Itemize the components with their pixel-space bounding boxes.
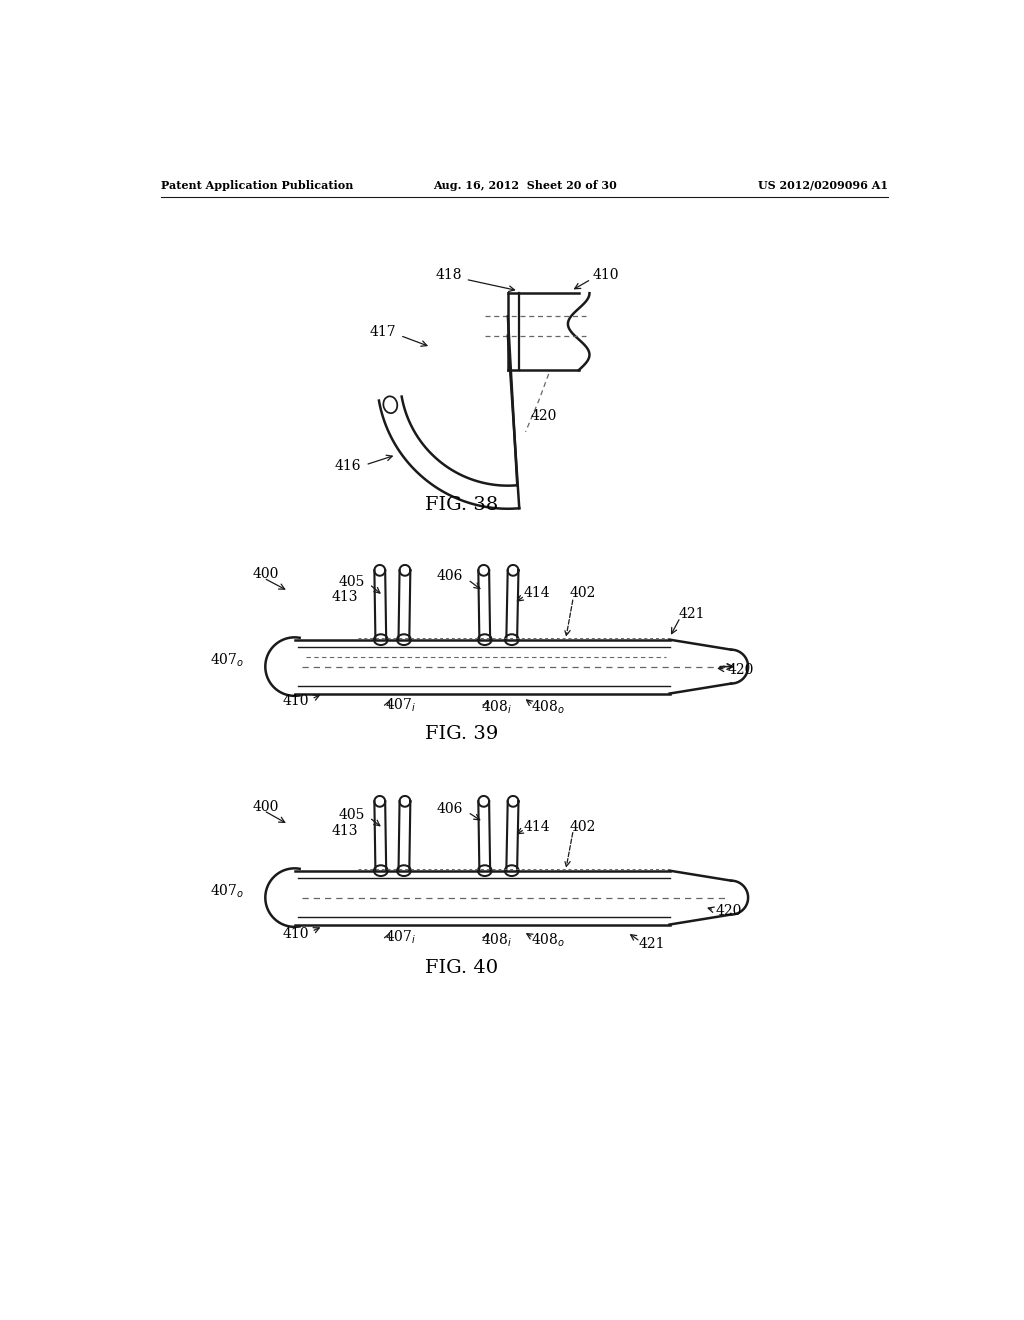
Text: 408$_o$: 408$_o$ xyxy=(531,931,565,949)
Text: 400: 400 xyxy=(252,800,279,813)
Text: 407$_i$: 407$_i$ xyxy=(385,929,416,946)
Text: 402: 402 xyxy=(569,586,596,601)
Text: 410: 410 xyxy=(283,694,309,709)
Text: 406: 406 xyxy=(437,803,463,816)
Text: 414: 414 xyxy=(523,586,550,601)
Text: Aug. 16, 2012  Sheet 20 of 30: Aug. 16, 2012 Sheet 20 of 30 xyxy=(433,180,616,191)
Text: 413: 413 xyxy=(331,590,357,605)
Text: 418: 418 xyxy=(435,268,462,282)
Text: 407$_o$: 407$_o$ xyxy=(210,652,245,669)
Text: 414: 414 xyxy=(523,820,550,834)
Text: FIG. 38: FIG. 38 xyxy=(425,496,499,513)
Text: 400: 400 xyxy=(252,568,279,581)
Text: 417: 417 xyxy=(370,325,396,339)
Text: Patent Application Publication: Patent Application Publication xyxy=(162,180,353,191)
Text: 405: 405 xyxy=(339,576,366,589)
Text: FIG. 39: FIG. 39 xyxy=(425,726,499,743)
Text: 420: 420 xyxy=(716,904,742,919)
Text: 416: 416 xyxy=(335,459,361,474)
Text: 410: 410 xyxy=(283,927,309,941)
Text: 407$_i$: 407$_i$ xyxy=(385,697,416,714)
Text: 420: 420 xyxy=(531,409,557,424)
Text: 407$_o$: 407$_o$ xyxy=(210,883,245,900)
Text: 421: 421 xyxy=(679,607,706,622)
Text: 420: 420 xyxy=(727,664,754,677)
Text: 421: 421 xyxy=(639,937,666,950)
Text: 405: 405 xyxy=(339,808,366,822)
Text: 413: 413 xyxy=(331,824,357,838)
Text: 408$_i$: 408$_i$ xyxy=(481,931,512,949)
Text: 406: 406 xyxy=(437,569,463,582)
Text: 410: 410 xyxy=(593,268,620,282)
Text: 402: 402 xyxy=(569,820,596,834)
Text: FIG. 40: FIG. 40 xyxy=(425,960,499,977)
Text: 408$_i$: 408$_i$ xyxy=(481,698,512,717)
Text: US 2012/0209096 A1: US 2012/0209096 A1 xyxy=(758,180,888,191)
Text: 408$_o$: 408$_o$ xyxy=(531,698,565,717)
